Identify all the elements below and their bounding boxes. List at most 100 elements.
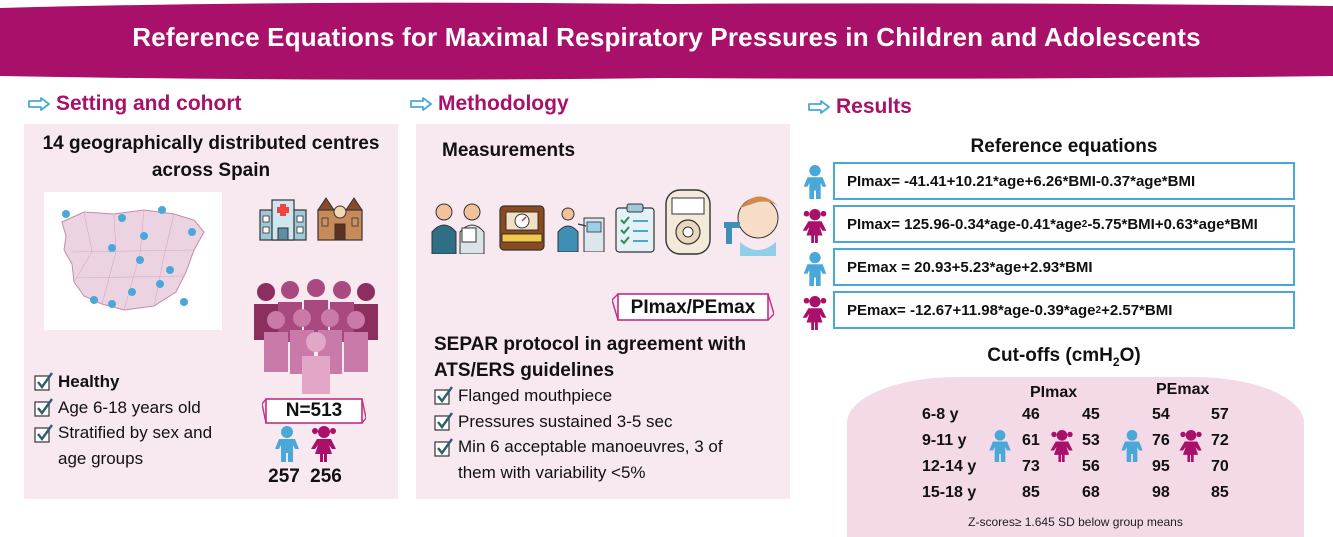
equation-pemax-girls: PEmax= -12.67+11.98*age-0.39*age 2 +2.57*B… <box>833 291 1295 329</box>
banner-shape <box>0 2 1333 80</box>
cutoffs-footnote: Z-scores≥ 1.645 SD below group means <box>968 515 1183 529</box>
results-heading: Results <box>808 95 912 119</box>
centres-line-2: across Spain <box>151 160 271 181</box>
cutoffs-panel <box>847 377 1304 537</box>
method-item-manoeuvres: Min 6 acceptable manoeuvres, 3 of them wi… <box>458 434 723 486</box>
boy-icon <box>988 430 1012 462</box>
reference-equations-title: Reference equations <box>970 136 1158 157</box>
cutoff-value: 85 <box>1211 484 1229 501</box>
map-of-spain-icon <box>44 192 222 330</box>
protocol-line-1: SEPAR protocol in agreement with <box>434 334 747 355</box>
girls-count: 256 <box>310 466 342 487</box>
methodology-heading-label: Methodology <box>438 92 569 115</box>
cutoff-value: 73 <box>1022 458 1040 475</box>
equation-pemax-boys: PEmax = 20.93+5.23*age+2.93*BMI <box>833 248 1295 286</box>
cutoff-value: 76 <box>1152 432 1170 449</box>
cutoff-value: 53 <box>1082 432 1100 449</box>
cutoff-value: 95 <box>1152 458 1170 475</box>
equation-pimax-girls: PImax= 125.96-0.34*age-0.41*age 2 -5.75*BM… <box>833 205 1295 243</box>
age-group-label: 12-14 y <box>922 458 977 475</box>
cutoff-value: 68 <box>1082 484 1100 501</box>
spirometer-icon <box>554 204 606 253</box>
checkbox-icon <box>34 372 53 391</box>
equation-superscript: 2 <box>1095 304 1102 316</box>
protocol-text: SEPAR protocol in agreement with ATS/ERS… <box>434 332 746 384</box>
criteria-age: Age 6-18 years old <box>58 398 201 417</box>
manometer-icon <box>664 188 712 256</box>
arrow-icon <box>808 100 830 114</box>
child-mouthpiece-icon <box>718 192 784 256</box>
cutoff-value: 46 <box>1022 406 1040 423</box>
checkbox-icon <box>34 424 53 443</box>
criteria-healthy: Healthy <box>58 372 120 391</box>
boy-icon <box>1120 430 1144 462</box>
age-group-label: 15-18 y <box>922 484 977 501</box>
method-item: Pressures sustained 3-5 sec <box>434 412 673 432</box>
n-total-badge: N=513 <box>262 396 366 426</box>
column-header-pemax: PEmax <box>1156 381 1210 398</box>
people-group-icon <box>252 278 380 394</box>
setting-heading: Setting and cohort <box>28 92 242 116</box>
column-header-pimax: PImax <box>1030 384 1078 401</box>
arrow-icon <box>410 97 432 111</box>
criteria-stratified-line-1: Stratified by sex and <box>58 423 213 442</box>
boy-icon <box>801 165 829 199</box>
cutoff-value: 70 <box>1211 458 1229 475</box>
equation-text: PImax= 125.96-0.34*age-0.41*age <box>847 215 1082 233</box>
criteria-stratified: Stratified by sex and age groups <box>58 420 212 472</box>
building-icon <box>316 194 364 242</box>
age-group-label: 9-11 y <box>922 432 967 449</box>
girl-icon <box>310 426 338 462</box>
cutoff-value: 56 <box>1082 458 1100 475</box>
cutoffs-title-close: O) <box>1119 345 1141 366</box>
equation-pimax-boys: PImax= -41.41+10.21*age+6.26*BMI-0.37*ag… <box>833 162 1295 200</box>
method-item: Min 6 acceptable manoeuvres, 3 of them wi… <box>434 437 723 486</box>
cutoff-value: 61 <box>1022 432 1040 449</box>
girl-icon <box>1049 430 1075 462</box>
cutoff-value: 85 <box>1022 484 1040 501</box>
cutoff-value: 54 <box>1152 406 1170 423</box>
methodology-panel: Measurements <box>416 124 790 499</box>
method-item-manoeuvres-line-1: Min 6 acceptable manoeuvres, 3 of <box>458 437 723 456</box>
criteria-item: Age 6-18 years old <box>34 398 201 418</box>
centres-line-1: 14 geographically distributed centres <box>42 133 380 154</box>
clipboard-icon <box>614 202 656 254</box>
protocol-line-2: ATS/ERS guidelines <box>434 360 615 381</box>
measurements-title: Measurements <box>442 140 576 161</box>
page-title: Reference Equations for Maximal Respirat… <box>132 22 1201 52</box>
cutoffs-title-subscript: 2 <box>1112 354 1120 369</box>
method-item: Flanged mouthpiece <box>434 386 612 406</box>
equation-text: PImax= -41.41+10.21*age+6.26*BMI-0.37*ag… <box>847 172 1196 190</box>
equation-superscript: 2 <box>1081 218 1088 230</box>
cutoff-value: 45 <box>1082 406 1100 423</box>
checkbox-icon <box>34 398 53 417</box>
criteria-item: Stratified by sex and age groups <box>34 423 212 472</box>
method-item-mouthpiece: Flanged mouthpiece <box>458 386 613 405</box>
pressures-tag-label: PImax/PEmax <box>630 297 756 318</box>
cutoff-value: 72 <box>1211 432 1229 449</box>
doctor-patient-icon <box>428 202 490 255</box>
equation-text: -5.75*BMI+0.63*age*BMI <box>1087 215 1258 233</box>
equation-text: PEmax = 20.93+5.23*age+2.93*BMI <box>847 258 1093 276</box>
scale-icon <box>498 200 546 252</box>
method-item-sustained: Pressures sustained 3-5 sec <box>458 412 673 431</box>
age-group-label: 6-8 y <box>922 406 959 423</box>
hospital-icon <box>258 196 308 242</box>
results-heading-label: Results <box>836 95 912 118</box>
equation-text: PEmax= -12.67+11.98*age-0.39*age <box>847 301 1096 319</box>
girl-icon <box>1178 430 1204 462</box>
setting-panel: 14 geographically distributed centres ac… <box>24 124 398 499</box>
checkbox-icon <box>434 386 453 405</box>
cutoffs-title: Cut-offs (cmH2O) <box>833 345 1295 369</box>
n-total-label: N=513 <box>285 400 343 421</box>
checkbox-icon <box>434 438 453 457</box>
method-item-manoeuvres-line-2: them with variability <5% <box>458 463 646 482</box>
criteria-stratified-line-2: age groups <box>58 449 144 468</box>
methodology-heading: Methodology <box>410 92 569 116</box>
checkbox-icon <box>434 412 453 431</box>
girl-icon <box>801 209 829 243</box>
boy-icon <box>274 426 300 462</box>
cutoff-value: 98 <box>1152 484 1170 501</box>
centres-text: 14 geographically distributed centres ac… <box>24 130 398 184</box>
